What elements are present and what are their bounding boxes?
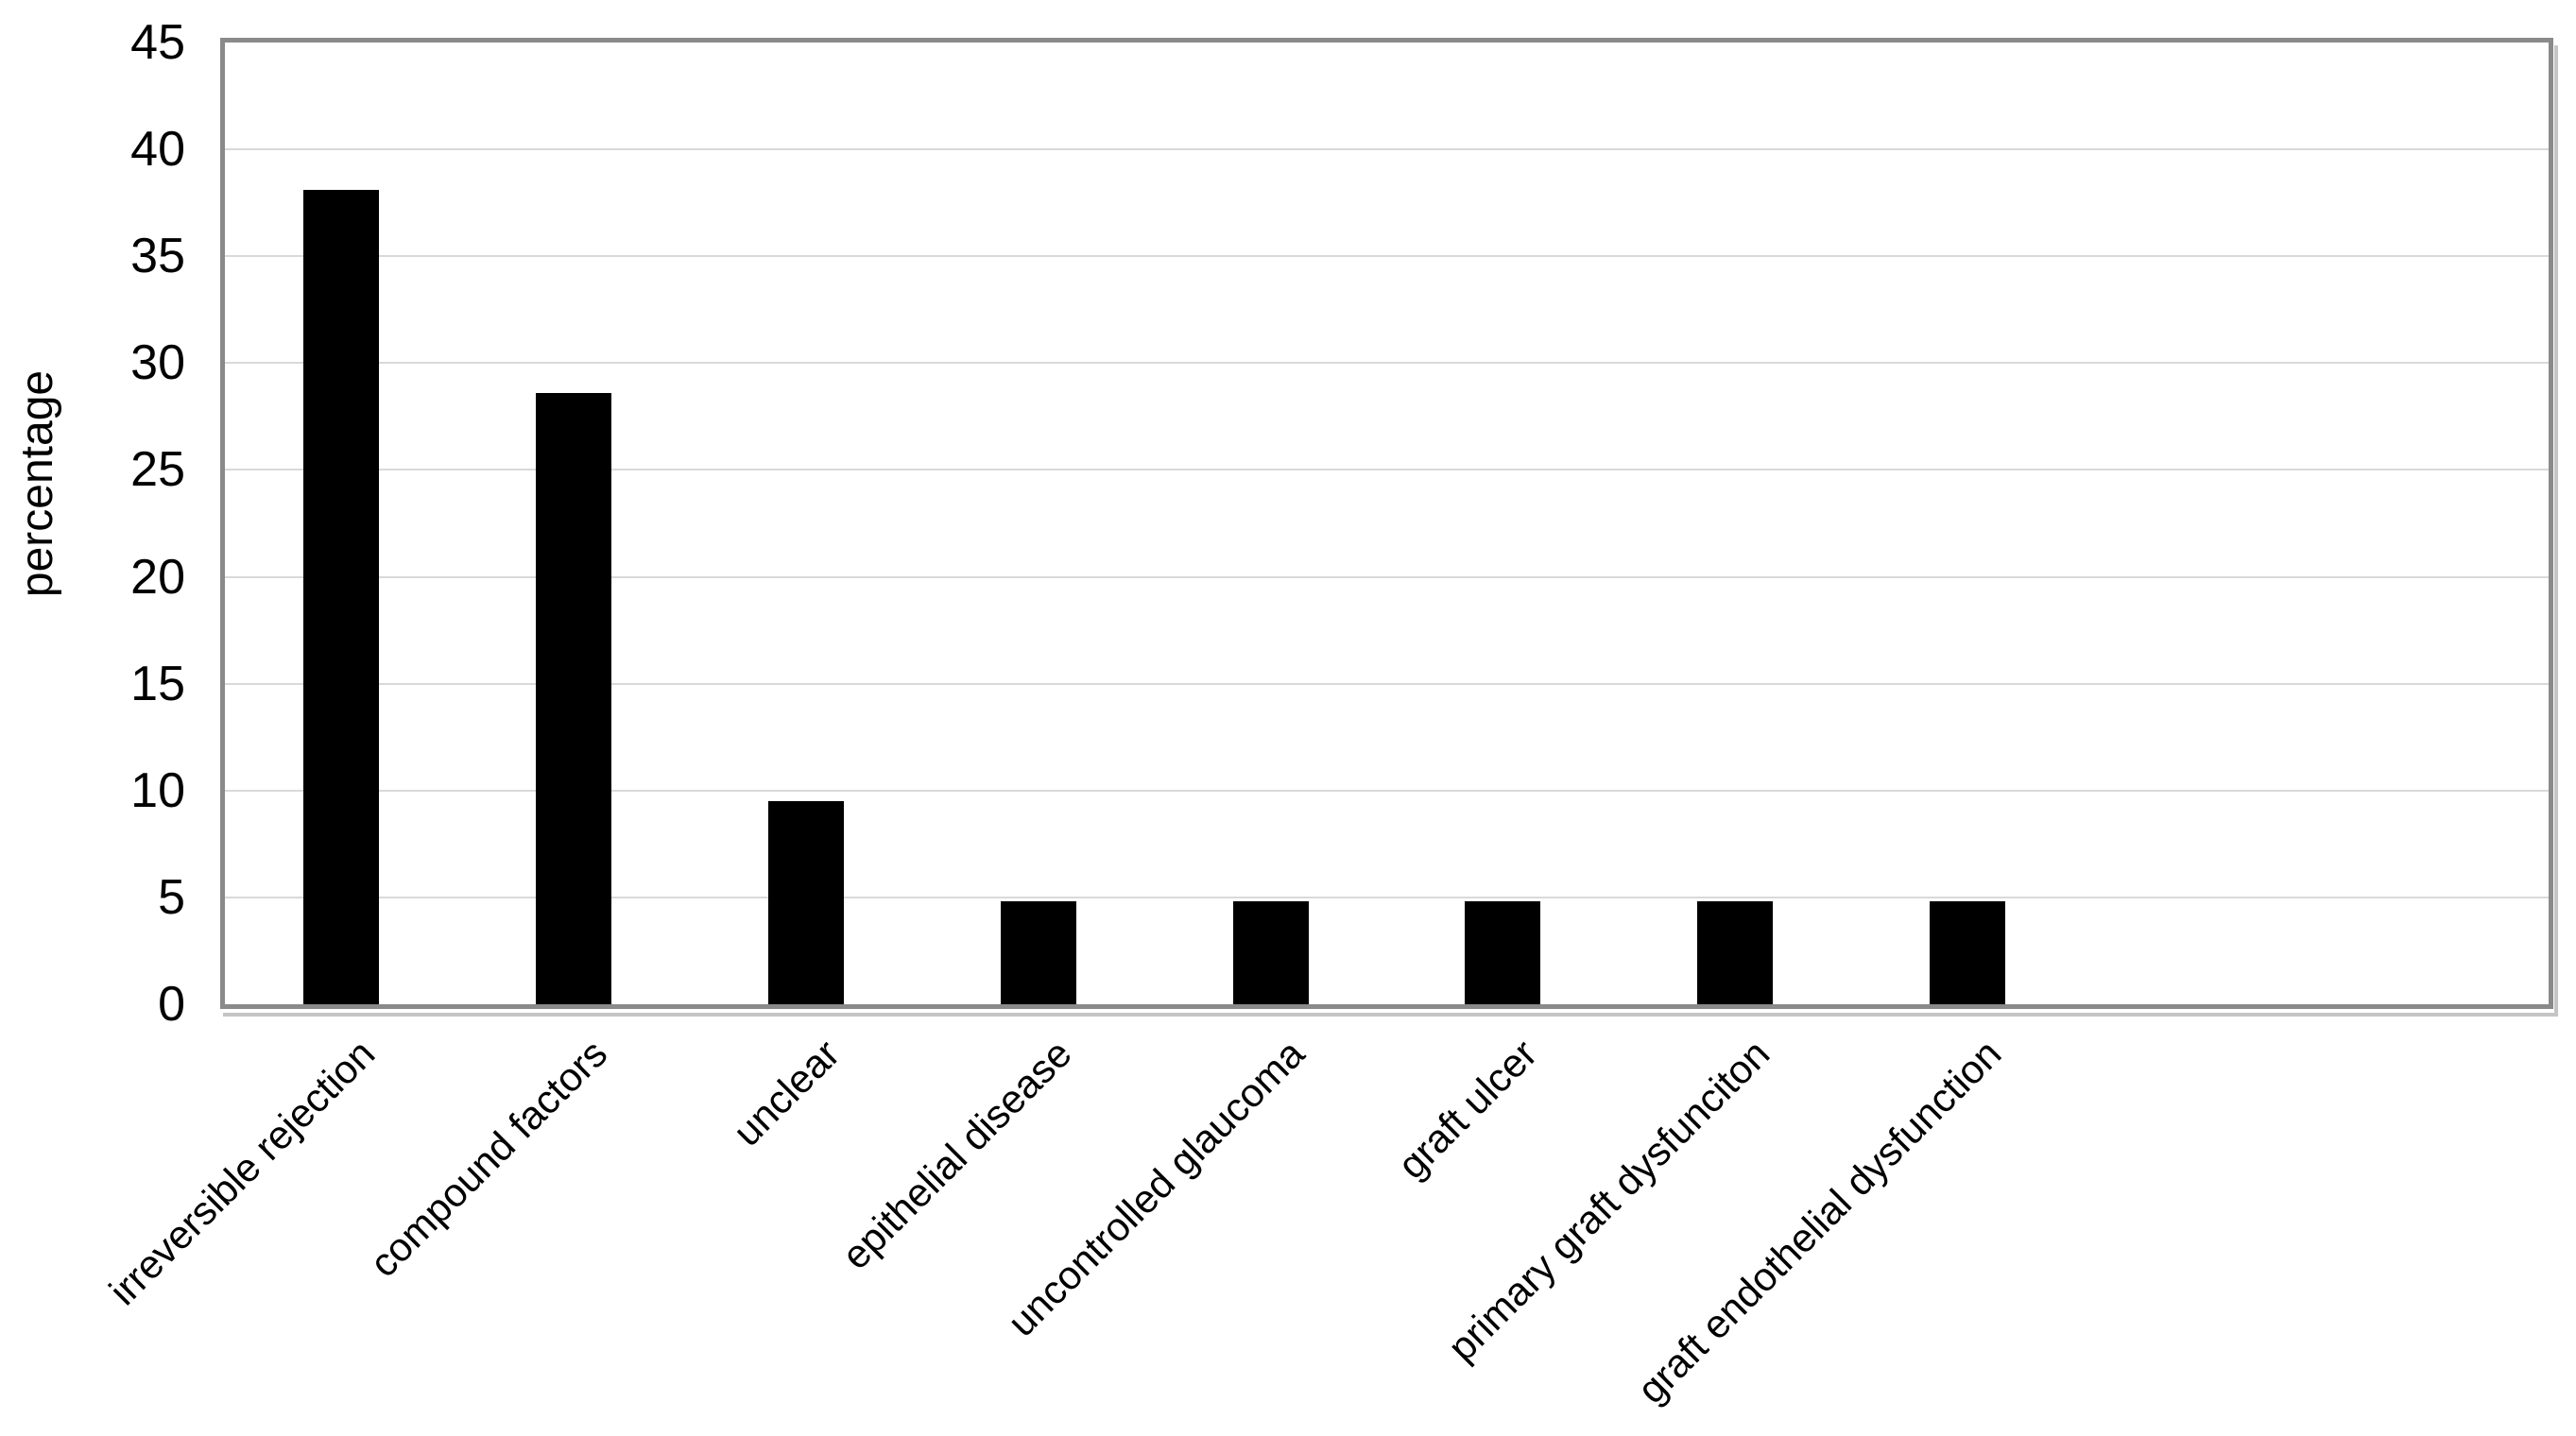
bar — [1465, 901, 1541, 1004]
gridline — [225, 896, 2549, 898]
y-tick-label: 20 — [130, 549, 185, 605]
gridline — [225, 362, 2549, 365]
x-category-label: graft ulcer — [1388, 1031, 1545, 1188]
bar — [767, 801, 844, 1004]
y-tick-label: 35 — [130, 229, 185, 284]
gridline — [225, 469, 2549, 471]
x-category-label: unclear — [724, 1031, 849, 1154]
y-tick-label: 30 — [130, 335, 185, 391]
x-category-label: graft endothelial dysfunction — [1628, 1031, 2010, 1412]
bar — [1697, 901, 1774, 1004]
gridline — [225, 682, 2549, 685]
y-tick-label: 5 — [158, 869, 185, 925]
gridline — [225, 789, 2549, 792]
plot-shadow-bottom — [223, 1013, 2556, 1017]
gridline — [225, 575, 2549, 578]
x-category-label: irreversible rejection — [100, 1031, 384, 1314]
plot-area — [220, 38, 2553, 1009]
y-tick-label: 45 — [130, 15, 185, 70]
y-tick-label: 0 — [158, 977, 185, 1032]
gridline — [225, 148, 2549, 151]
y-tick-label: 10 — [130, 762, 185, 818]
bar — [302, 190, 379, 1004]
y-tick-label: 40 — [130, 122, 185, 178]
bar — [1232, 901, 1309, 1004]
x-category-label: epithelial disease — [833, 1031, 1081, 1278]
y-tick-label: 25 — [130, 442, 185, 498]
bar — [1930, 901, 2006, 1004]
x-category-label: compound factors — [361, 1031, 616, 1286]
y-tick-label: 15 — [130, 656, 185, 711]
plot-shadow-right — [2554, 45, 2558, 1017]
bar — [535, 393, 611, 1004]
gridline — [225, 255, 2549, 258]
bar — [1000, 901, 1076, 1004]
